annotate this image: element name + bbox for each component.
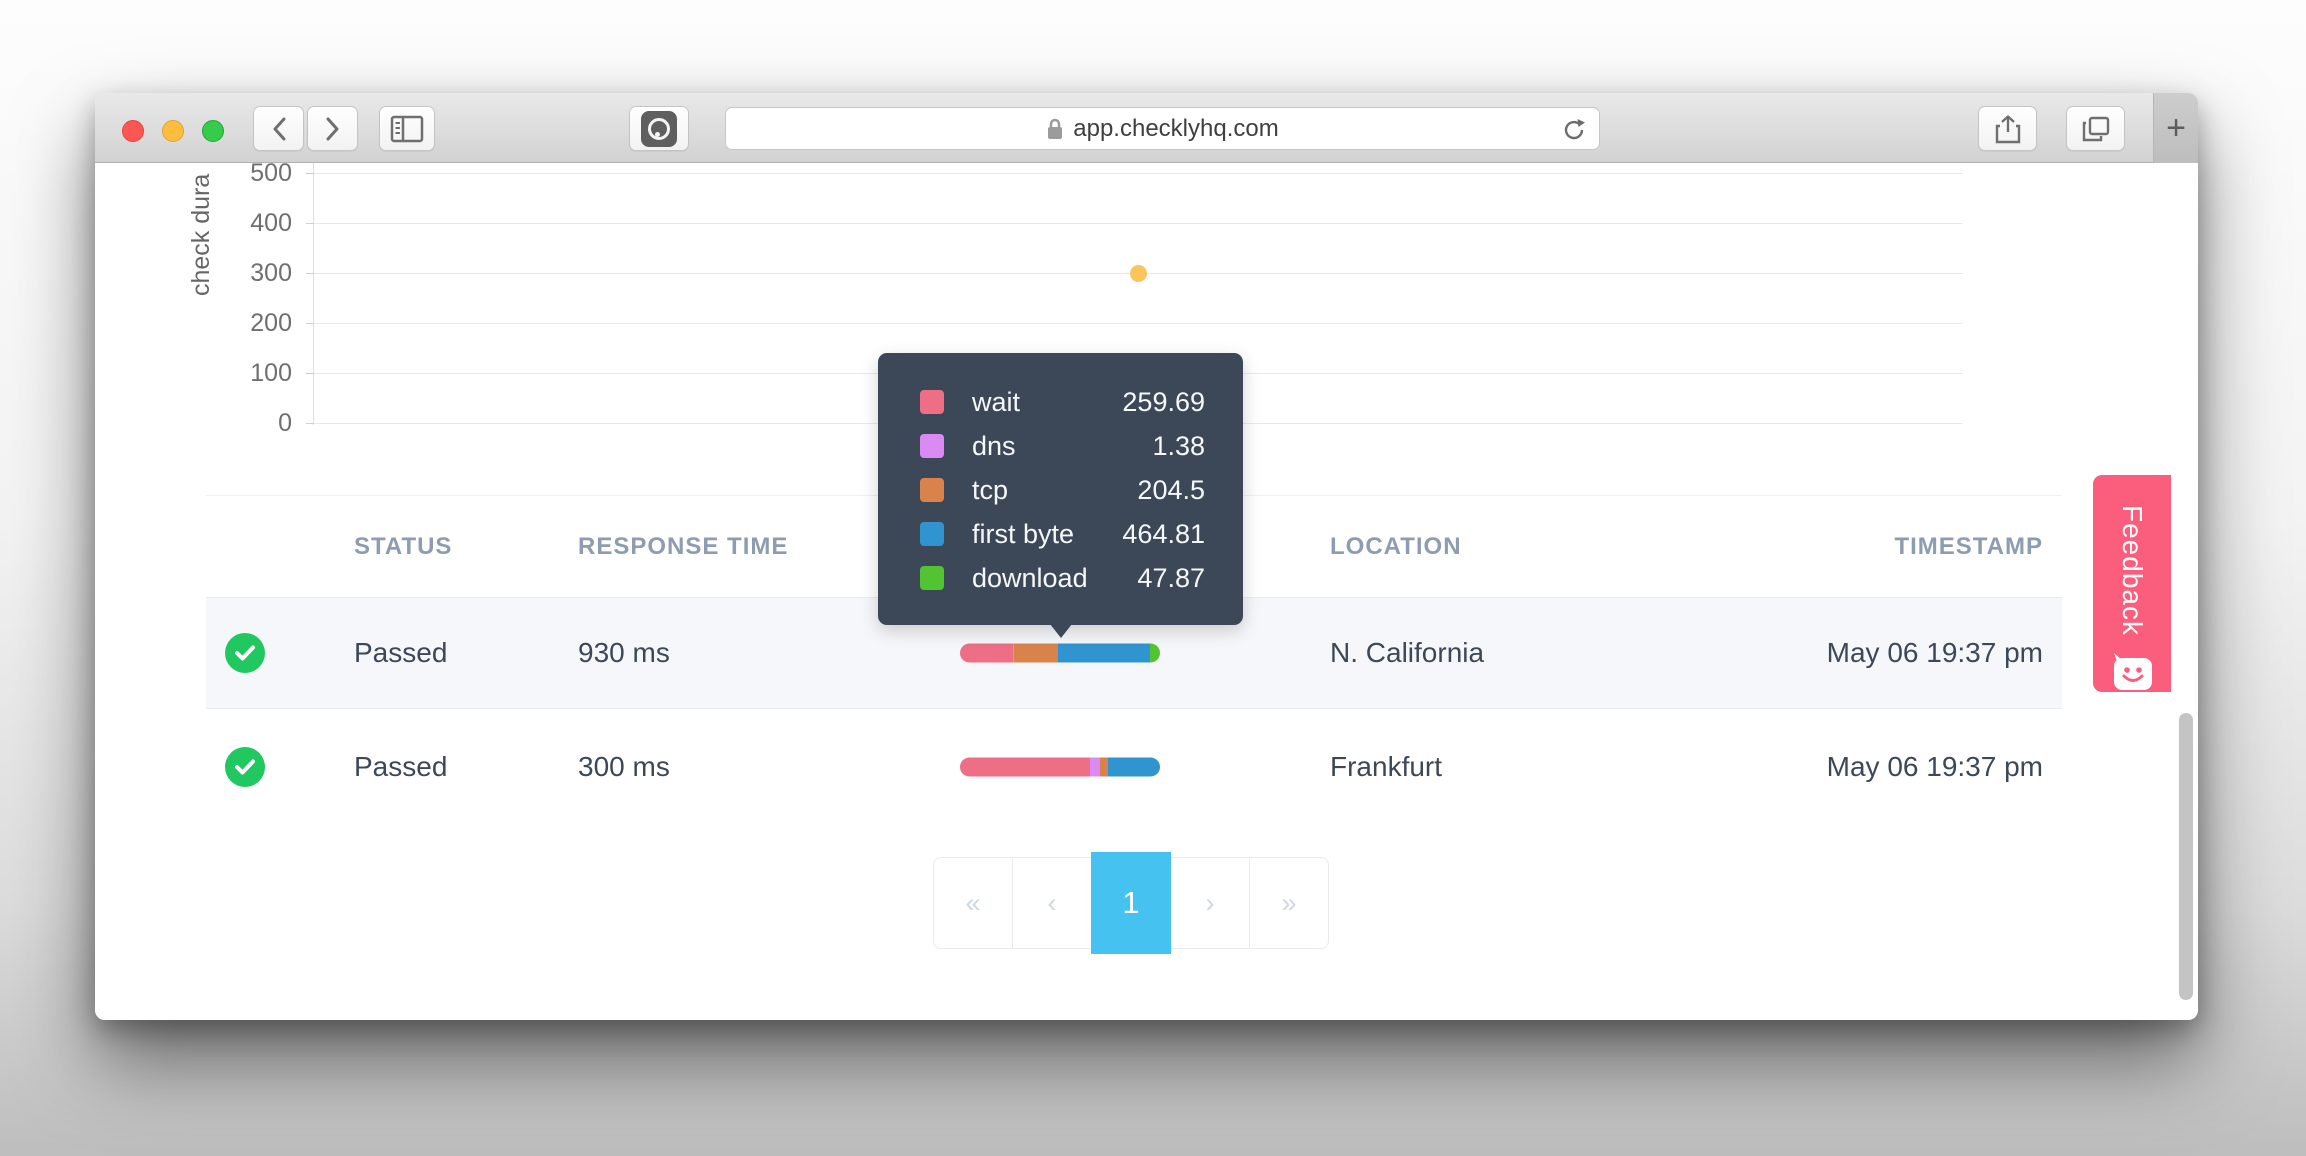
timing-bar-segment bbox=[1013, 643, 1015, 663]
chart-tooltip: wait 259.69 dns 1.38 tcp 204.5 first byte 464.8… bbox=[878, 353, 1243, 638]
chevron-right-icon bbox=[325, 116, 341, 142]
feedback-label: Feedback bbox=[2117, 505, 2148, 636]
tooltip-color-swatch bbox=[920, 478, 944, 502]
response-time-cell: 300 ms bbox=[578, 750, 670, 782]
chart-y-tick-label: 0 bbox=[278, 409, 292, 437]
last-page-button[interactable]: » bbox=[1249, 857, 1329, 949]
tooltip-color-swatch bbox=[920, 522, 944, 546]
close-window-button[interactable] bbox=[122, 120, 144, 142]
chart-gridline bbox=[313, 223, 1963, 224]
timing-bar-segment bbox=[960, 757, 1090, 776]
reload-button[interactable] bbox=[1561, 116, 1587, 144]
next-page-button[interactable]: › bbox=[1170, 857, 1250, 949]
tooltip-metric-label: wait bbox=[972, 386, 1021, 417]
location-cell: Frankfurt bbox=[1330, 750, 1443, 782]
zoom-window-button[interactable] bbox=[202, 120, 224, 142]
chart-tick-mark bbox=[306, 423, 314, 424]
chart-y-tick-label: 300 bbox=[250, 259, 292, 287]
tooltip-row: first byte 464.81 bbox=[878, 512, 1243, 556]
chart-gridline bbox=[313, 173, 1963, 174]
table-row[interactable]: Passed 300 ms Frankfurt May 06 19:37 pm bbox=[206, 709, 2062, 824]
tooltip-metric-label: tcp bbox=[972, 474, 1009, 505]
chart-tick-mark bbox=[306, 323, 314, 324]
tab-overview-button[interactable] bbox=[2066, 106, 2125, 151]
timing-breakdown-bar[interactable] bbox=[960, 757, 1160, 776]
chart-y-tick-label: 500 bbox=[250, 163, 292, 187]
share-icon bbox=[1995, 114, 2021, 144]
column-header-timestamp[interactable]: TIMESTAMP bbox=[1894, 533, 2043, 560]
chat-smiley-icon bbox=[2108, 652, 2156, 703]
chart-tick-mark bbox=[306, 223, 314, 224]
timing-bar-segment bbox=[1090, 757, 1100, 776]
tooltip-row: wait 259.69 bbox=[878, 380, 1243, 424]
extension-icon bbox=[641, 110, 677, 147]
chart-y-axis-line bbox=[313, 163, 314, 425]
timestamp-cell: May 06 19:37 pm bbox=[1826, 637, 2043, 668]
tooltip-row: download 47.87 bbox=[878, 556, 1243, 600]
timing-bar-segment bbox=[1100, 757, 1108, 776]
page-1-button[interactable]: 1 bbox=[1091, 852, 1171, 954]
first-page-button[interactable]: « bbox=[933, 857, 1013, 949]
sidebar-icon bbox=[390, 115, 424, 143]
timing-bar-segment bbox=[1057, 643, 1150, 663]
column-header-location[interactable]: LOCATION bbox=[1330, 533, 1462, 560]
tooltip-metric-value: 204.5 bbox=[1137, 474, 1205, 505]
page-scrollbar-thumb[interactable] bbox=[2179, 713, 2193, 1000]
browser-toolbar: app.checklyhq.com bbox=[95, 93, 2198, 163]
timing-bar-segment bbox=[1014, 643, 1058, 663]
timing-bar-segment bbox=[1149, 643, 1160, 663]
tooltip-row: tcp 204.5 bbox=[878, 468, 1243, 512]
tooltip-metric-value: 259.69 bbox=[1122, 386, 1205, 417]
timestamp-cell: May 06 19:37 pm bbox=[1826, 750, 2043, 782]
column-header-status[interactable]: STATUS bbox=[354, 533, 453, 560]
forward-button[interactable] bbox=[307, 106, 358, 151]
chart-y-tick-label: 200 bbox=[250, 309, 292, 337]
chart-tick-mark bbox=[306, 373, 314, 374]
chart-y-tick-label: 100 bbox=[250, 359, 292, 387]
tooltip-metric-value: 47.87 bbox=[1137, 562, 1205, 593]
page-content: check dura 500 400 300 200 100 0 wait 259.69 dn… bbox=[95, 163, 2198, 1020]
timing-bar-segment bbox=[1108, 757, 1160, 776]
chart-tick-mark bbox=[306, 273, 314, 274]
url-text: app.checklyhq.com bbox=[1073, 114, 1279, 142]
extension-button[interactable] bbox=[629, 106, 689, 151]
back-button[interactable] bbox=[253, 106, 304, 151]
share-button[interactable] bbox=[1978, 106, 2037, 151]
new-tab-button[interactable]: + bbox=[2153, 93, 2198, 163]
status-passed-icon bbox=[225, 633, 265, 673]
chart-y-tick-label: 400 bbox=[250, 209, 292, 237]
tabs-icon bbox=[2081, 115, 2111, 143]
tooltip-metric-value: 1.38 bbox=[1152, 430, 1205, 461]
tooltip-color-swatch bbox=[920, 566, 944, 590]
location-cell: N. California bbox=[1330, 637, 1485, 668]
chevron-left-icon bbox=[271, 116, 287, 142]
address-bar[interactable]: app.checklyhq.com bbox=[725, 107, 1600, 150]
tooltip-color-swatch bbox=[920, 434, 944, 458]
status-cell: Passed bbox=[354, 750, 448, 782]
tooltip-metric-label: download bbox=[972, 562, 1088, 593]
timing-breakdown-bar[interactable] bbox=[960, 643, 1160, 663]
pagination: «‹ 1 ›» bbox=[933, 852, 1329, 954]
tooltip-metric-value: 464.81 bbox=[1122, 518, 1205, 549]
response-time-cell: 930 ms bbox=[578, 637, 670, 668]
minimize-window-button[interactable] bbox=[162, 120, 184, 142]
tooltip-metric-label: first byte bbox=[972, 518, 1075, 549]
timing-bar-segment bbox=[960, 643, 1013, 663]
chart-tick-mark bbox=[306, 173, 314, 174]
status-passed-icon bbox=[225, 746, 265, 787]
plus-icon: + bbox=[2166, 108, 2186, 147]
chart-data-point[interactable] bbox=[1129, 264, 1147, 282]
prev-page-button[interactable]: ‹ bbox=[1012, 857, 1092, 949]
tooltip-color-swatch bbox=[920, 390, 944, 414]
tooltip-metric-label: dns bbox=[972, 430, 1016, 461]
feedback-tab[interactable]: Feedback bbox=[2093, 475, 2171, 692]
column-header-response-time[interactable]: RESPONSE TIME bbox=[578, 533, 789, 560]
browser-window: app.checklyhq.com bbox=[95, 93, 2198, 1020]
chart-gridline bbox=[313, 323, 1963, 324]
lock-icon bbox=[1046, 117, 1064, 141]
status-cell: Passed bbox=[354, 637, 448, 668]
tooltip-row: dns 1.38 bbox=[878, 424, 1243, 468]
sidebar-toggle-button[interactable] bbox=[379, 106, 435, 151]
